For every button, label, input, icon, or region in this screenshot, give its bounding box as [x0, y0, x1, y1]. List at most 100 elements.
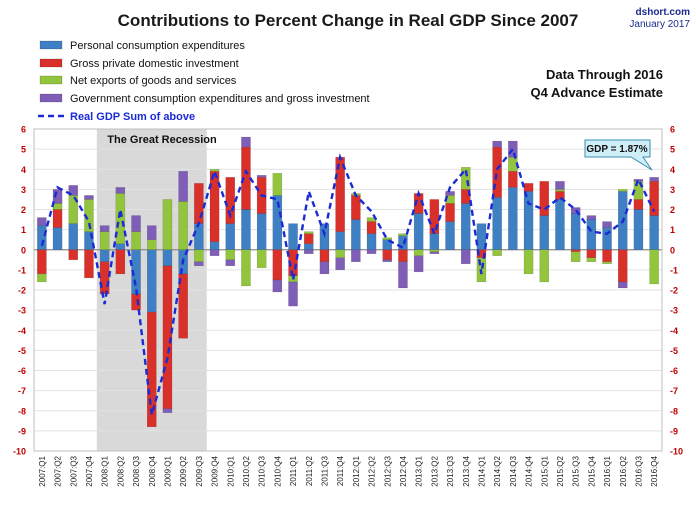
- bar-segment-net-exports: [52, 203, 63, 210]
- x-tick-label: 2008:Q4: [148, 455, 157, 486]
- bar-segment-investment: [586, 249, 597, 259]
- bar-segment-pce: [649, 215, 659, 250]
- bar-segment-net-exports: [335, 249, 345, 259]
- bar-segment-pce: [555, 199, 565, 250]
- y-tick-label-right: 5: [670, 145, 675, 155]
- x-tick-label: 2013:Q3: [446, 455, 455, 486]
- bar-segment-investment: [351, 195, 361, 220]
- bar-segment-government: [99, 225, 110, 232]
- bar-segment-net-exports: [382, 237, 393, 240]
- bar-segment-net-exports: [131, 231, 141, 250]
- x-tick-label: 2007:Q1: [38, 455, 47, 486]
- bar-segment-investment: [84, 249, 94, 279]
- y-tick-label-left: -2: [18, 286, 26, 296]
- bar-segment-pce: [398, 235, 408, 250]
- y-tick-label-left: 3: [21, 185, 26, 195]
- legend-label: Government consumption expenditures and …: [70, 93, 370, 105]
- bar-segment-net-exports: [413, 249, 424, 256]
- bar-segment-net-exports: [492, 249, 502, 256]
- bar-segment-government: [256, 175, 267, 178]
- bar-segment-net-exports: [241, 249, 251, 287]
- legend-label-gdp: Real GDP Sum of above: [70, 111, 195, 123]
- x-tick-label: 2008:Q3: [132, 455, 141, 486]
- bar-segment-investment: [523, 183, 534, 192]
- x-tick-label: 2009:Q2: [179, 455, 188, 486]
- bar-segment-pce: [523, 191, 534, 250]
- bar-segment-government: [303, 249, 314, 254]
- bar-segment-government: [241, 136, 251, 148]
- bar-segment-government: [429, 251, 440, 254]
- x-tick-label: 2012:Q2: [368, 455, 377, 486]
- bar-segment-investment: [115, 249, 126, 275]
- bar-segment-government: [382, 259, 393, 263]
- y-tick-label-left: -5: [18, 346, 26, 356]
- bar-segment-pce: [115, 243, 126, 250]
- bar-segment-pce: [570, 213, 581, 250]
- legend-swatch-net-exports: [39, 75, 63, 85]
- bar-segment-government: [225, 259, 236, 267]
- bar-segment-net-exports: [617, 189, 628, 192]
- bar-segment-government: [413, 255, 424, 273]
- bar-segment-government: [335, 257, 345, 271]
- bar-segment-investment: [99, 261, 110, 295]
- y-tick-label-left: -4: [18, 326, 26, 336]
- bar-segment-pce: [303, 243, 314, 250]
- x-tick-label: 2009:Q1: [163, 455, 172, 486]
- bar-segment-net-exports: [162, 199, 173, 250]
- x-tick-label: 2008:Q1: [101, 455, 110, 486]
- note-line2: Q4 Advance Estimate: [531, 85, 663, 100]
- y-tick-label-left: 6: [21, 125, 26, 135]
- bar-segment-investment: [445, 203, 455, 222]
- y-tick-label-right: -10: [670, 447, 683, 457]
- bar-segment-investment: [209, 171, 220, 242]
- bar-segment-government: [492, 140, 502, 148]
- bar-segment-government: [586, 215, 597, 220]
- bar-segment-net-exports: [225, 249, 236, 261]
- bar-segment-pce: [586, 219, 597, 250]
- bar-segment-net-exports: [649, 249, 659, 285]
- x-tick-label: 2007:Q4: [85, 455, 94, 486]
- bar-segment-investment: [319, 249, 330, 263]
- bar-segment-investment: [382, 249, 393, 261]
- y-tick-label-right: 6: [670, 125, 675, 135]
- bar-segment-pce: [162, 249, 173, 267]
- bar-segment-pce: [351, 219, 361, 250]
- bar-segment-government: [460, 249, 471, 265]
- y-tick-label-left: -3: [18, 306, 26, 316]
- bar-segment-pce: [460, 203, 471, 250]
- bar-segment-net-exports: [37, 273, 47, 283]
- x-tick-label: 2016:Q3: [634, 455, 643, 486]
- recession-label: The Great Recession: [107, 134, 217, 146]
- y-tick-label-left: 5: [21, 145, 26, 155]
- bar-segment-investment: [366, 221, 377, 234]
- bar-segment-pce: [633, 209, 644, 250]
- y-tick-label-right: 3: [670, 185, 675, 195]
- bar-segment-pce: [288, 223, 298, 250]
- x-tick-label: 2013:Q1: [415, 455, 424, 486]
- bar-segment-investment: [398, 249, 408, 263]
- x-tick-label: 2014:Q1: [477, 455, 486, 486]
- bar-segment-government: [209, 249, 220, 256]
- bar-segment-investment: [178, 273, 188, 339]
- bar-segment-government: [52, 189, 63, 204]
- bar-segment-net-exports: [602, 261, 612, 265]
- bar-segment-government: [115, 187, 126, 194]
- y-tick-label-right: -8: [670, 406, 678, 416]
- x-tick-label: 2012:Q4: [399, 455, 408, 486]
- bar-segment-government: [131, 215, 141, 232]
- y-tick-label-left: -8: [18, 406, 26, 416]
- x-tick-label: 2010:Q2: [242, 455, 251, 486]
- legend-swatch-pce: [39, 40, 63, 50]
- bar-segment-investment: [37, 249, 47, 275]
- bar-segment-net-exports: [194, 249, 204, 263]
- bar-segment-investment: [633, 199, 644, 210]
- x-tick-label: 2009:Q4: [211, 455, 220, 486]
- y-tick-label-right: -1: [670, 265, 678, 275]
- bar-segment-government: [319, 261, 330, 275]
- x-tick-label: 2015:Q2: [556, 455, 565, 486]
- y-tick-label-left: -6: [18, 366, 26, 376]
- x-tick-label: 2007:Q3: [69, 455, 78, 486]
- legend-swatch-investment: [39, 58, 63, 68]
- x-tick-label: 2013:Q2: [430, 455, 439, 486]
